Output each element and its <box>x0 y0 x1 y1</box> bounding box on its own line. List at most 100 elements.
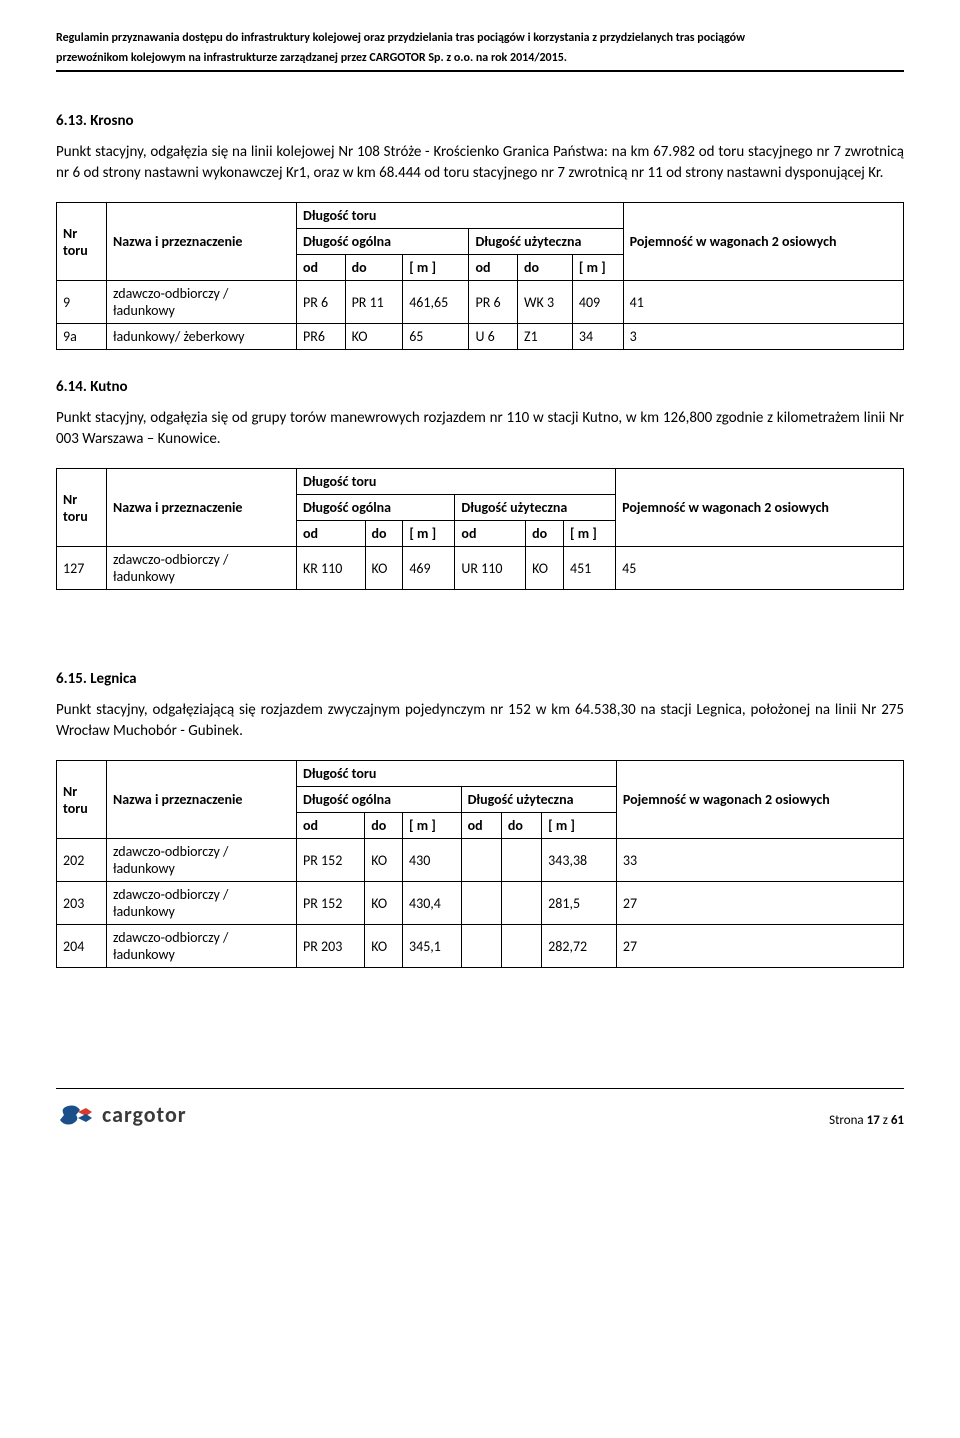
cell: 3 <box>623 324 903 350</box>
cell: 281,5 <box>542 882 617 925</box>
col-nazwa: Nazwa i przeznaczenie <box>107 203 297 281</box>
col-nr-toru: Nr toru <box>57 469 107 547</box>
table-legnica: Nr toru Nazwa i przeznaczenie Długość to… <box>56 760 904 968</box>
col-od: od <box>297 255 346 281</box>
header-line-2: przewoźnikom kolejowym na infrastrukturz… <box>56 50 904 66</box>
cell: 9 <box>57 281 107 324</box>
cell <box>461 882 501 925</box>
cell: 469 <box>403 547 455 590</box>
table-row: 203 zdawczo-odbiorczy / ładunkowy PR 152… <box>57 882 904 925</box>
section-13-text: Punkt stacyjny, odgałęzia się na linii k… <box>56 142 904 184</box>
cell: 27 <box>616 925 903 968</box>
table-row: 204 zdawczo-odbiorczy / ładunkowy PR 203… <box>57 925 904 968</box>
col-do: do <box>365 521 403 547</box>
cell: KO <box>345 324 403 350</box>
document-page: Regulamin przyznawania dostępu do infras… <box>0 0 960 1148</box>
col-nr-toru: Nr toru <box>57 203 107 281</box>
logo-icon <box>56 1102 96 1128</box>
footer: cargotor Strona 17 z 61 <box>56 1088 904 1128</box>
cell: KO <box>365 882 403 925</box>
col-dlugosc-toru: Długość toru <box>297 469 616 495</box>
cell: 27 <box>616 882 903 925</box>
cell: zdawczo-odbiorczy / ładunkowy <box>107 839 297 882</box>
logo: cargotor <box>56 1101 187 1128</box>
cell: PR 6 <box>297 281 346 324</box>
table-row: 9a ładunkowy/ żeberkowy PR6 KO 65 U 6 Z1… <box>57 324 904 350</box>
col-dlugosc-toru: Długość toru <box>297 203 624 229</box>
col-od: od <box>461 813 501 839</box>
cell: WK 3 <box>518 281 573 324</box>
cell: PR 6 <box>469 281 518 324</box>
cell: 343,38 <box>542 839 617 882</box>
header-divider <box>56 70 904 72</box>
section-13-title: 6.13. Krosno <box>56 112 904 130</box>
col-do: do <box>501 813 541 839</box>
cell <box>461 839 501 882</box>
col-do: do <box>365 813 403 839</box>
col-pojemnosc: Pojemność w wagonach 2 osiowych <box>623 203 903 281</box>
section-14-title: 6.14. Kutno <box>56 378 904 396</box>
cell: 345,1 <box>403 925 462 968</box>
table-row: Nr toru Nazwa i przeznaczenie Długość to… <box>57 203 904 229</box>
cell: KO <box>526 547 564 590</box>
col-dlugosc-toru: Długość toru <box>297 761 617 787</box>
cell: 9a <box>57 324 107 350</box>
cell: 451 <box>563 547 615 590</box>
cell: PR 152 <box>297 839 365 882</box>
header-line-1: Regulamin przyznawania dostępu do infras… <box>56 30 904 46</box>
cell: 409 <box>572 281 623 324</box>
cell: Z1 <box>518 324 573 350</box>
col-nr-toru: Nr toru <box>57 761 107 839</box>
cell <box>501 839 541 882</box>
table-row: Nr toru Nazwa i przeznaczenie Długość to… <box>57 761 904 787</box>
col-dlugosc-uzyteczna: Długość użyteczna <box>469 229 623 255</box>
col-od: od <box>469 255 518 281</box>
table-row: 9 zdawczo-odbiorczy / ładunkowy PR 6 PR … <box>57 281 904 324</box>
page-number: Strona 17 z 61 <box>829 1113 904 1128</box>
page-label: Strona <box>829 1113 867 1128</box>
col-do: do <box>345 255 403 281</box>
col-od: od <box>297 521 366 547</box>
cell: 282,72 <box>542 925 617 968</box>
col-dlugosc-ogolna: Długość ogólna <box>297 787 462 813</box>
cell: KO <box>365 547 403 590</box>
table-row: Nr toru Nazwa i przeznaczenie Długość to… <box>57 469 904 495</box>
col-dlugosc-uzyteczna: Długość użyteczna <box>455 495 616 521</box>
cell: PR 152 <box>297 882 365 925</box>
col-dlugosc-ogolna: Długość ogólna <box>297 229 469 255</box>
cell: 65 <box>403 324 469 350</box>
table-row: 202 zdawczo-odbiorczy / ładunkowy PR 152… <box>57 839 904 882</box>
table-kutno: Nr toru Nazwa i przeznaczenie Długość to… <box>56 468 904 590</box>
cell: 204 <box>57 925 107 968</box>
col-nazwa: Nazwa i przeznaczenie <box>107 469 297 547</box>
col-dlugosc-ogolna: Długość ogólna <box>297 495 455 521</box>
cell: 33 <box>616 839 903 882</box>
cell: 202 <box>57 839 107 882</box>
cell: 45 <box>616 547 904 590</box>
cell: zdawczo-odbiorczy / ładunkowy <box>107 925 297 968</box>
page-total: 61 <box>891 1113 904 1128</box>
cell: UR 110 <box>455 547 526 590</box>
cell: PR 11 <box>345 281 403 324</box>
page-current: 17 <box>867 1113 880 1128</box>
col-m: [ m ] <box>563 521 615 547</box>
col-od: od <box>297 813 365 839</box>
col-pojemnosc: Pojemność w wagonach 2 osiowych <box>616 469 904 547</box>
col-nazwa: Nazwa i przeznaczenie <box>107 761 297 839</box>
cell: KO <box>365 925 403 968</box>
cell: U 6 <box>469 324 518 350</box>
logo-text: cargotor <box>102 1101 187 1128</box>
col-m: [ m ] <box>403 521 455 547</box>
cell: zdawczo-odbiorczy / ładunkowy <box>107 547 297 590</box>
col-m: [ m ] <box>403 255 469 281</box>
cell <box>501 882 541 925</box>
cell: zdawczo-odbiorczy / ładunkowy <box>107 281 297 324</box>
col-m: [ m ] <box>542 813 617 839</box>
cell: 461,65 <box>403 281 469 324</box>
section-14-text: Punkt stacyjny, odgałęzia się od grupy t… <box>56 408 904 450</box>
section-15-title: 6.15. Legnica <box>56 670 904 688</box>
col-m: [ m ] <box>572 255 623 281</box>
cell <box>461 925 501 968</box>
col-do: do <box>518 255 573 281</box>
cell: KR 110 <box>297 547 366 590</box>
